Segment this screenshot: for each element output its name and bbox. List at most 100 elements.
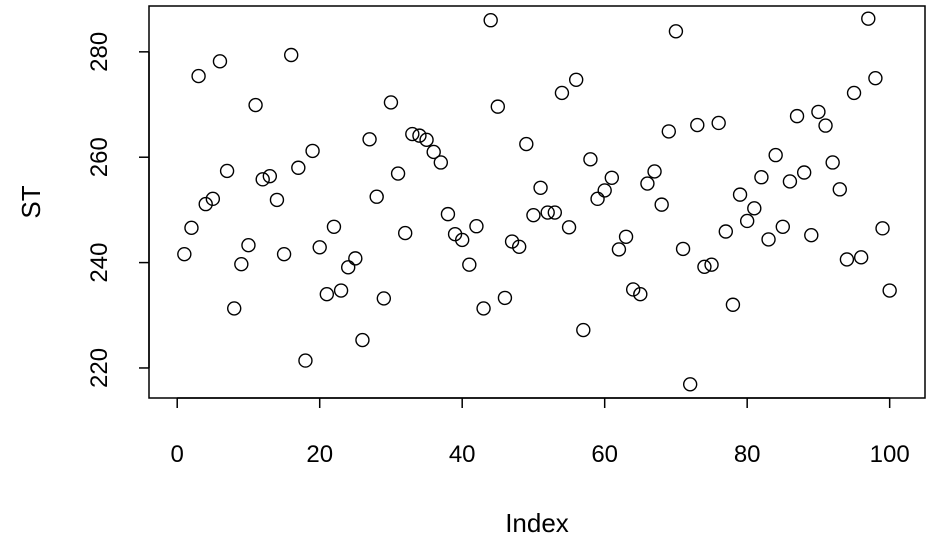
y-axis: 220 240 260 280: [86, 32, 150, 388]
data-point: [853, 250, 869, 265]
data-point: [212, 54, 228, 69]
data-point: [640, 176, 655, 191]
data-point: [205, 191, 221, 207]
data-point: [490, 99, 506, 114]
data-point: [526, 207, 541, 223]
data-point: [369, 189, 384, 204]
data-point: [462, 257, 477, 272]
data-point: [519, 136, 534, 152]
data-point: [219, 163, 235, 179]
data-point: [440, 206, 456, 222]
data-point: [682, 377, 698, 392]
data-point: [846, 85, 862, 101]
plot-frame: [148, 5, 926, 399]
data-point: [419, 132, 434, 148]
data-points: [177, 11, 897, 392]
data-point: [647, 164, 662, 179]
data-point: [704, 257, 719, 272]
data-point: [312, 240, 327, 255]
data-point: [547, 205, 563, 220]
data-point: [341, 260, 356, 275]
data-point: [583, 152, 598, 167]
y-tick-label: 280: [86, 32, 113, 72]
data-point: [198, 196, 213, 212]
data-point: [476, 301, 491, 316]
data-point: [775, 219, 790, 234]
data-point: [611, 242, 627, 257]
data-point: [191, 68, 206, 84]
data-point: [390, 166, 406, 181]
x-tick-label: 80: [734, 441, 761, 468]
data-point: [355, 332, 370, 348]
data-point: [298, 353, 313, 368]
data-point: [376, 291, 392, 306]
data-point: [697, 259, 712, 275]
data-point: [782, 174, 798, 189]
data-point: [426, 144, 441, 160]
data-point: [590, 191, 605, 207]
x-axis-title: Index: [505, 508, 569, 538]
data-point: [761, 232, 776, 247]
data-point: [397, 225, 413, 241]
data-point: [633, 287, 648, 302]
data-point: [184, 220, 199, 236]
data-point: [255, 172, 270, 187]
data-point: [241, 238, 256, 253]
data-point: [177, 246, 192, 262]
data-point: [533, 180, 548, 195]
data-point: [284, 47, 299, 63]
y-tick-label: 240: [86, 243, 113, 283]
data-point: [882, 283, 897, 298]
data-point: [718, 224, 733, 239]
data-point: [839, 252, 855, 267]
data-point: [732, 187, 748, 202]
data-point: [326, 219, 342, 234]
data-point: [433, 155, 449, 170]
y-tick-label: 260: [86, 137, 113, 177]
data-point: [511, 239, 527, 254]
x-axis: 0 20 40 60 80 100: [171, 397, 910, 468]
data-point: [234, 256, 249, 272]
data-point: [675, 241, 691, 257]
data-point: [305, 143, 320, 159]
x-tick-label: 60: [591, 441, 618, 468]
data-point: [661, 124, 677, 139]
data-point: [768, 147, 783, 163]
data-point: [348, 251, 363, 266]
data-point: [362, 132, 377, 147]
data-point: [754, 170, 769, 185]
data-point: [618, 229, 634, 244]
data-point: [576, 322, 591, 338]
data-point: [604, 170, 620, 185]
data-point: [333, 283, 349, 298]
data-point: [861, 11, 876, 26]
data-point: [747, 201, 762, 216]
data-point: [405, 126, 420, 142]
data-point: [868, 70, 883, 86]
data-point: [262, 168, 278, 184]
data-point: [825, 155, 840, 170]
data-point: [668, 24, 684, 39]
data-point: [654, 197, 669, 212]
x-tick-label: 20: [306, 441, 333, 468]
data-point: [568, 72, 584, 87]
data-point: [319, 287, 335, 302]
data-point: [832, 182, 847, 197]
data-point: [789, 108, 805, 124]
data-point: [454, 232, 470, 248]
data-point: [540, 205, 555, 220]
data-point: [383, 95, 399, 110]
data-point: [469, 219, 484, 234]
data-point: [796, 165, 812, 180]
data-point: [227, 301, 242, 316]
data-point: [554, 85, 570, 101]
data-point: [597, 183, 612, 198]
data-point: [483, 13, 498, 28]
data-point: [804, 227, 819, 243]
x-tick-label: 0: [171, 441, 184, 468]
data-point: [818, 118, 833, 133]
data-point: [711, 115, 726, 131]
data-point: [276, 246, 292, 262]
data-point: [248, 97, 263, 113]
data-point: [811, 104, 826, 120]
